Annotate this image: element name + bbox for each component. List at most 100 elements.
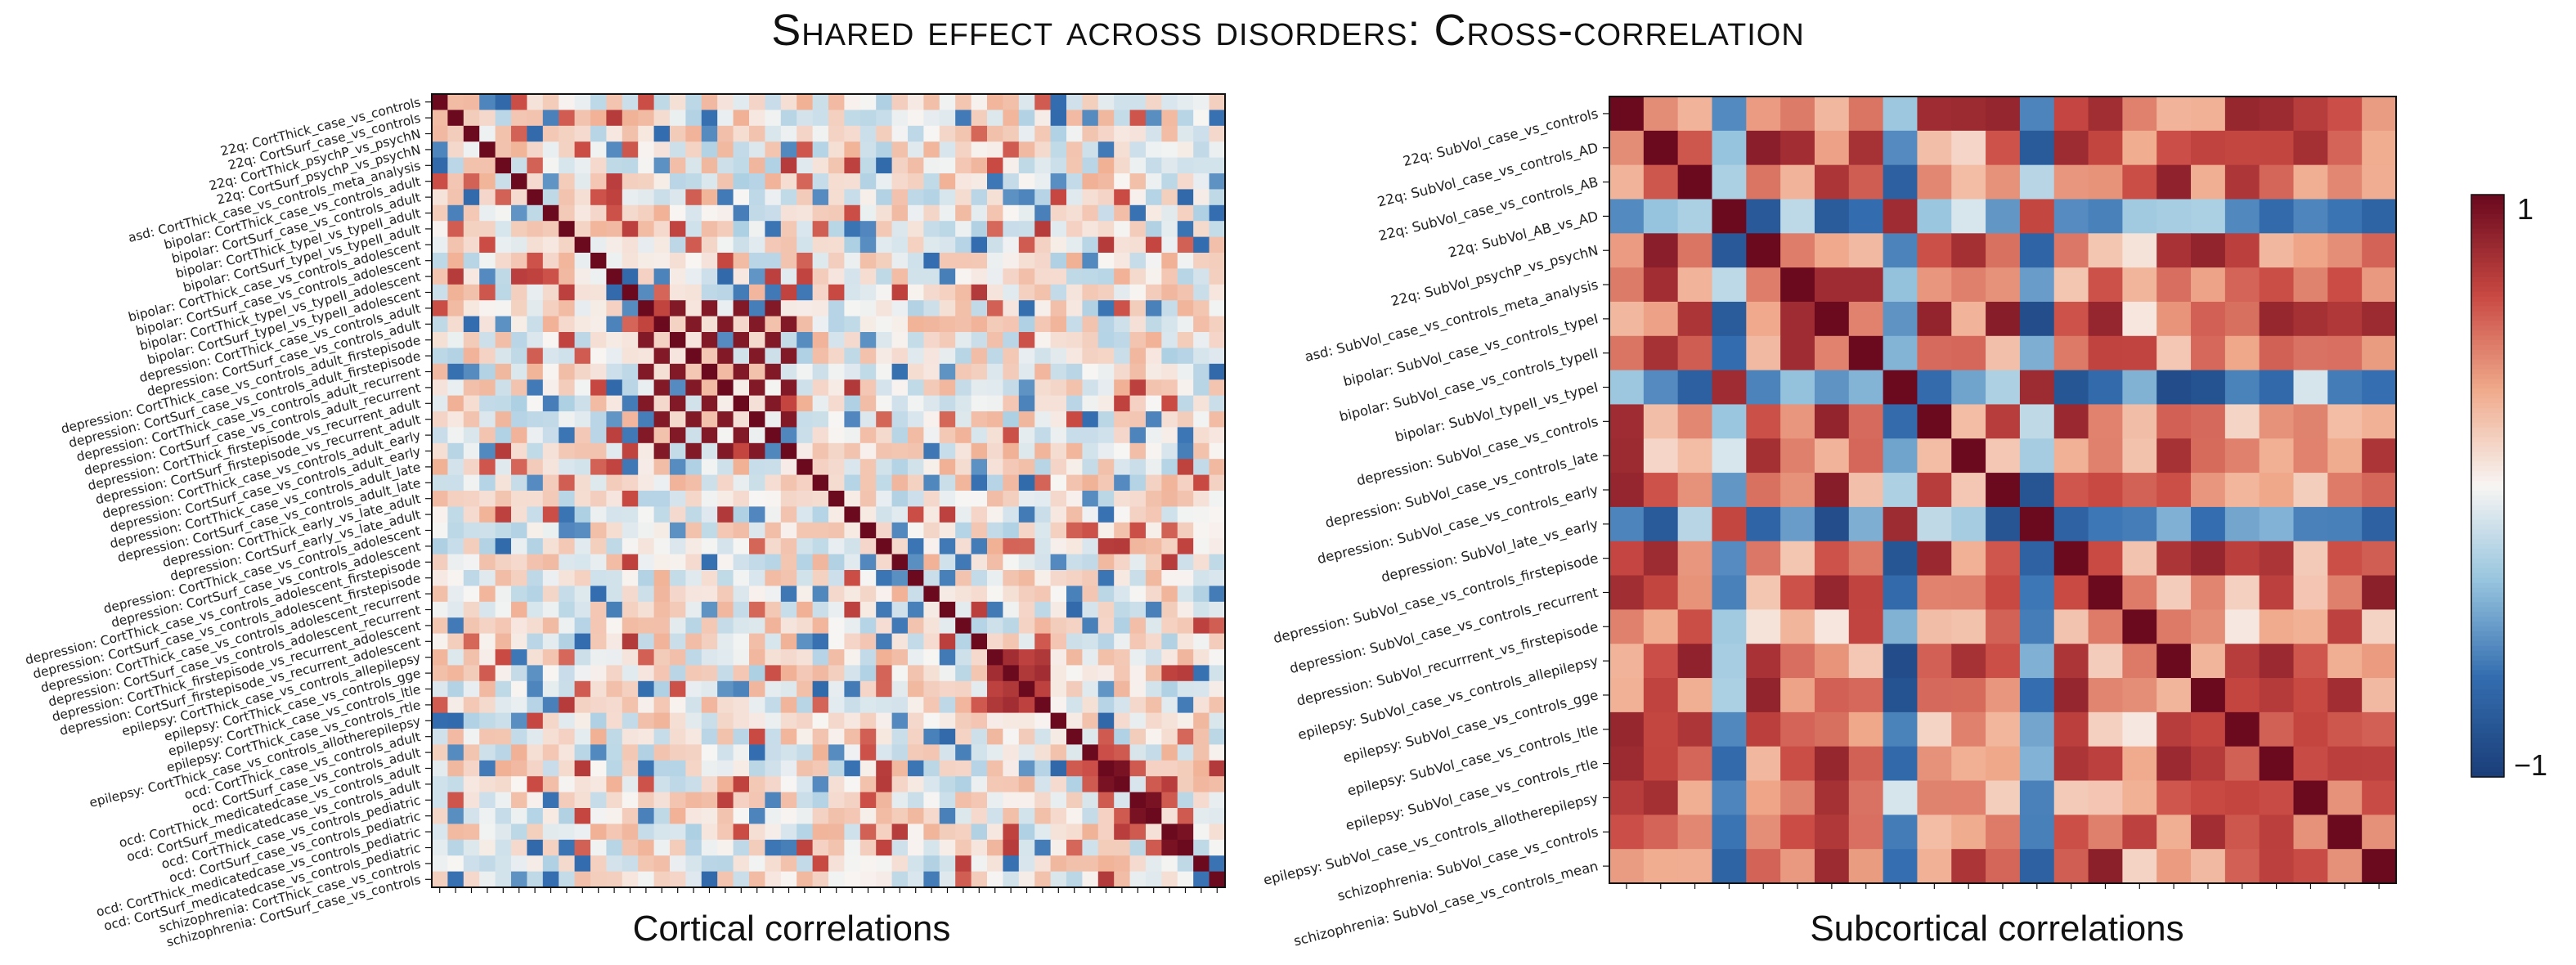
- heatmap-cell: [844, 522, 861, 539]
- heatmap-cell: [701, 617, 718, 635]
- colorbar-step: [2471, 447, 2504, 453]
- heatmap-cell: [701, 538, 718, 555]
- heatmap-cell: [1114, 411, 1131, 428]
- heatmap-cell: [1609, 849, 1645, 884]
- heatmap-cell: [542, 570, 559, 586]
- heatmap-cell: [1146, 204, 1162, 222]
- heatmap-cell: [2259, 301, 2295, 337]
- heatmap-cell: [1003, 617, 1020, 635]
- heatmap-cell: [987, 173, 1003, 190]
- heatmap-cell: [1129, 300, 1147, 317]
- heatmap-cell: [780, 253, 797, 269]
- heatmap-cell: [1609, 609, 1645, 644]
- heatmap-cell: [479, 427, 496, 444]
- heatmap-cell: [1780, 473, 1815, 508]
- heatmap-cell: [1209, 680, 1226, 698]
- colorbar-step: [2471, 248, 2504, 254]
- heatmap-cell: [685, 601, 702, 618]
- heatmap-cell: [1050, 776, 1067, 793]
- heatmap-cell: [1050, 300, 1067, 317]
- heatmap-cell: [733, 538, 750, 555]
- heatmap-cell: [876, 363, 893, 380]
- heatmap-cell: [1082, 824, 1099, 841]
- heatmap-cell: [653, 268, 671, 285]
- heatmap-cell: [1161, 110, 1178, 127]
- heatmap-cell: [923, 855, 940, 873]
- heatmap-cell: [1814, 96, 1850, 132]
- heatmap-cell: [2327, 301, 2363, 337]
- heatmap-cell: [1193, 712, 1210, 729]
- colorbar-step: [2471, 413, 2504, 419]
- heatmap-cell: [447, 712, 464, 729]
- heatmap-cell: [1050, 839, 1067, 856]
- heatmap-cell: [1146, 474, 1162, 491]
- heatmap-cell: [574, 268, 591, 285]
- colorbar-step: [2471, 617, 2504, 622]
- heatmap-cell: [733, 808, 750, 824]
- heatmap-cell: [1114, 776, 1131, 793]
- heatmap-cell: [1986, 678, 2021, 713]
- heatmap-cell: [1712, 233, 1747, 268]
- heatmap-cell: [1146, 839, 1162, 856]
- heatmap-cell: [828, 729, 845, 745]
- colorbar-step: [2471, 281, 2504, 288]
- heatmap-cell: [1082, 871, 1099, 888]
- heatmap-cell: [1209, 395, 1226, 412]
- heatmap-cell: [971, 236, 988, 254]
- heatmap-cell: [590, 839, 607, 856]
- colorbar-step: [2471, 559, 2504, 564]
- heatmap-cell: [1082, 506, 1099, 523]
- heatmap-cell: [2224, 438, 2260, 474]
- heatmap-cell: [828, 411, 845, 428]
- heatmap-cell: [701, 649, 718, 666]
- heatmap-cell: [780, 348, 797, 365]
- heatmap-cell: [971, 871, 988, 888]
- heatmap-cell: [797, 792, 814, 809]
- heatmap-cell: [542, 792, 559, 809]
- heatmap-cell: [447, 442, 464, 460]
- heatmap-cell: [939, 760, 956, 777]
- heatmap-cell: [955, 474, 972, 491]
- heatmap-cell: [939, 633, 956, 650]
- heatmap-cell: [495, 300, 512, 317]
- heatmap-cell: [1114, 268, 1131, 285]
- heatmap-cell: [939, 712, 956, 729]
- heatmap-cell: [1209, 268, 1226, 285]
- heatmap-cell: [812, 474, 829, 491]
- heatmap-cell: [1746, 575, 1781, 610]
- heatmap-cell: [1018, 173, 1035, 190]
- heatmap-cell: [511, 601, 527, 618]
- heatmap-cell: [797, 459, 814, 476]
- heatmap-cell: [1177, 697, 1194, 714]
- heatmap-cell: [622, 442, 639, 460]
- heatmap-cell: [1018, 157, 1035, 174]
- heatmap-cell: [765, 729, 782, 745]
- heatmap-cell: [1193, 776, 1210, 793]
- heatmap-cell: [939, 570, 956, 586]
- heatmap-cell: [844, 125, 861, 142]
- heatmap-cell: [876, 649, 893, 666]
- heatmap-cell: [1003, 665, 1020, 682]
- heatmap-cell: [670, 855, 686, 873]
- heatmap-cell: [2088, 678, 2123, 713]
- heatmap-cell: [2019, 609, 2055, 644]
- heatmap-cell: [797, 221, 814, 238]
- heatmap-cell: [844, 586, 861, 603]
- heatmap-cell: [749, 332, 765, 348]
- colorbar-step: [2471, 408, 2504, 414]
- heatmap-cell: [574, 729, 591, 745]
- heatmap-cell: [574, 221, 591, 238]
- heatmap-cell: [923, 379, 940, 397]
- heatmap-cell: [1814, 335, 1850, 371]
- heatmap-cell: [2053, 609, 2089, 644]
- heatmap-cell: [955, 839, 972, 856]
- heatmap-cell: [432, 712, 448, 729]
- heatmap-cell: [685, 792, 702, 809]
- heatmap-cell: [685, 125, 702, 142]
- heatmap-cell: [1066, 680, 1083, 698]
- heatmap-cell: [463, 601, 480, 618]
- heatmap-cell: [987, 601, 1003, 618]
- heatmap-cell: [2053, 780, 2089, 815]
- heatmap-cell: [765, 204, 782, 222]
- heatmap-cell: [463, 141, 480, 159]
